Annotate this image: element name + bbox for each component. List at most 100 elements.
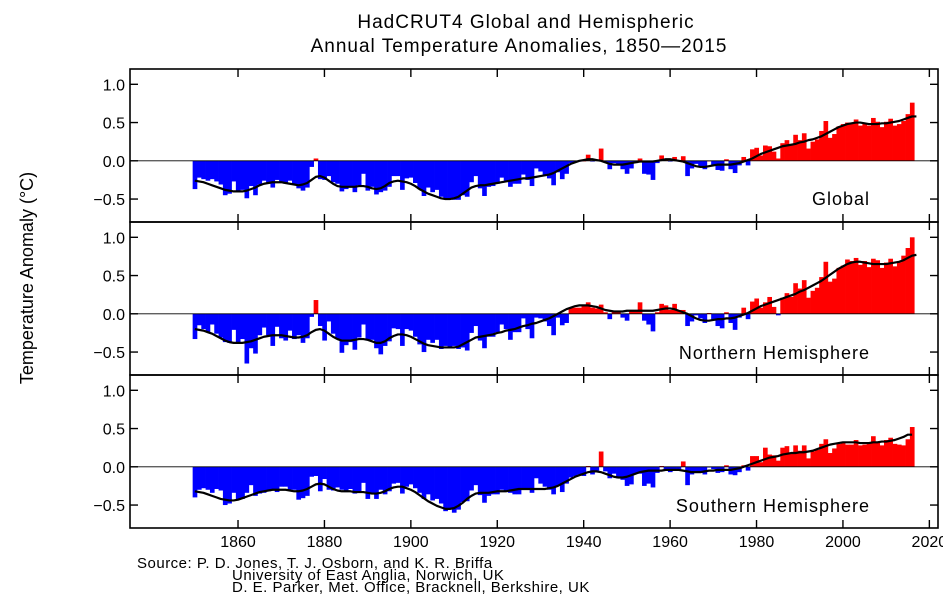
bar-1998 bbox=[832, 134, 837, 161]
bar-1872 bbox=[287, 313, 293, 331]
bar-1986 bbox=[780, 447, 785, 467]
bar-1993 bbox=[810, 451, 816, 467]
bar-1863 bbox=[248, 160, 254, 187]
bar-1884 bbox=[339, 160, 345, 192]
bar-1925 bbox=[516, 313, 522, 333]
bar-1953 bbox=[637, 302, 643, 314]
bar-2013 bbox=[896, 124, 902, 161]
bar-1905 bbox=[430, 160, 435, 193]
bar-1963 bbox=[680, 461, 686, 467]
bar-1879 bbox=[317, 466, 323, 492]
bar-1898 bbox=[400, 313, 405, 346]
bar-2001 bbox=[845, 122, 850, 161]
bar-1910 bbox=[451, 466, 457, 513]
bar-2013 bbox=[896, 444, 902, 467]
bar-1872 bbox=[287, 160, 293, 181]
bar-1886 bbox=[348, 466, 353, 489]
bar-2014 bbox=[901, 255, 906, 314]
bar-2008 bbox=[875, 442, 881, 467]
bar-1935 bbox=[559, 160, 565, 180]
bar-2004 bbox=[858, 125, 863, 161]
bar-1897 bbox=[395, 313, 401, 330]
bar-1864 bbox=[253, 313, 258, 354]
bar-1873 bbox=[292, 466, 297, 490]
x-tick-label: 1880 bbox=[307, 534, 343, 551]
bar-1970 bbox=[711, 313, 716, 321]
bar-1870 bbox=[279, 313, 284, 339]
bar-1967 bbox=[698, 160, 703, 167]
bar-2012 bbox=[892, 266, 898, 314]
bar-1855 bbox=[214, 466, 219, 489]
bar-1850 bbox=[192, 313, 198, 340]
bar-1977 bbox=[741, 156, 747, 161]
bar-1990 bbox=[797, 140, 803, 161]
bar-1983 bbox=[767, 296, 772, 314]
bar-1989 bbox=[793, 283, 798, 314]
bar-1933 bbox=[551, 313, 556, 336]
bar-1914 bbox=[469, 466, 474, 491]
bar-2015 bbox=[905, 439, 911, 467]
bar-2008 bbox=[875, 121, 881, 161]
bar-1923 bbox=[508, 466, 513, 493]
bar-1919 bbox=[490, 313, 496, 337]
bar-1859 bbox=[231, 160, 237, 182]
bar-1970 bbox=[711, 466, 716, 470]
bar-1922 bbox=[503, 313, 509, 330]
bar-1861 bbox=[240, 313, 245, 340]
bar-1927 bbox=[525, 466, 531, 490]
bar-1873 bbox=[292, 313, 297, 340]
bar-2012 bbox=[892, 443, 898, 467]
bar-1926 bbox=[521, 313, 526, 319]
bar-1938 bbox=[572, 466, 578, 476]
bar-1915 bbox=[473, 160, 479, 177]
chart-title: HadCRUT4 Global and Hemispheric bbox=[357, 12, 694, 33]
bar-1902 bbox=[417, 313, 423, 345]
bar-1916 bbox=[477, 466, 483, 496]
bar-2012 bbox=[892, 125, 898, 161]
bar-1932 bbox=[546, 313, 552, 327]
bar-1955 bbox=[646, 313, 652, 325]
bar-1885 bbox=[343, 466, 349, 493]
bar-1870 bbox=[279, 160, 284, 183]
bar-2011 bbox=[888, 118, 893, 161]
bar-1871 bbox=[283, 466, 289, 487]
bar-1892 bbox=[374, 160, 379, 195]
bar-1944 bbox=[598, 148, 604, 161]
bar-1851 bbox=[196, 313, 202, 326]
y-tick-label: 0.5 bbox=[103, 269, 125, 286]
bar-2005 bbox=[862, 444, 868, 467]
bar-1941 bbox=[585, 302, 591, 314]
bar-1980 bbox=[754, 298, 760, 314]
bar-1908 bbox=[443, 466, 448, 512]
smoothed-line bbox=[194, 433, 913, 510]
bar-1986 bbox=[780, 143, 785, 161]
bar-2010 bbox=[883, 440, 889, 467]
bar-1931 bbox=[542, 466, 548, 487]
bar-1915 bbox=[473, 313, 479, 327]
panel-northern-hemisphere: −0.5 0.0 0.5 1.0 Northern Hemisphere bbox=[93, 221, 939, 376]
bar-1960 bbox=[667, 309, 673, 314]
bar-1877 bbox=[309, 313, 314, 317]
bar-1890 bbox=[365, 313, 371, 341]
bar-1914 bbox=[469, 160, 474, 183]
bar-1995 bbox=[819, 443, 824, 467]
bar-1951 bbox=[629, 311, 634, 314]
bar-1952 bbox=[633, 311, 639, 314]
bar-1948 bbox=[616, 311, 621, 314]
bar-1928 bbox=[529, 313, 535, 339]
bar-1867 bbox=[266, 466, 271, 492]
bar-2003 bbox=[853, 257, 859, 314]
bar-1930 bbox=[538, 160, 543, 172]
bar-1940 bbox=[581, 304, 587, 314]
bar-1866 bbox=[261, 160, 267, 181]
bar-1902 bbox=[417, 160, 423, 190]
bar-1946 bbox=[607, 313, 613, 320]
bar-1954 bbox=[642, 466, 647, 486]
bar-1865 bbox=[257, 160, 263, 185]
bar-1961 bbox=[672, 466, 677, 470]
bar-1996 bbox=[823, 439, 829, 467]
bar-1901 bbox=[413, 466, 418, 489]
bar-1855 bbox=[214, 313, 219, 334]
bar-1962 bbox=[676, 466, 682, 470]
bar-1973 bbox=[724, 312, 729, 314]
